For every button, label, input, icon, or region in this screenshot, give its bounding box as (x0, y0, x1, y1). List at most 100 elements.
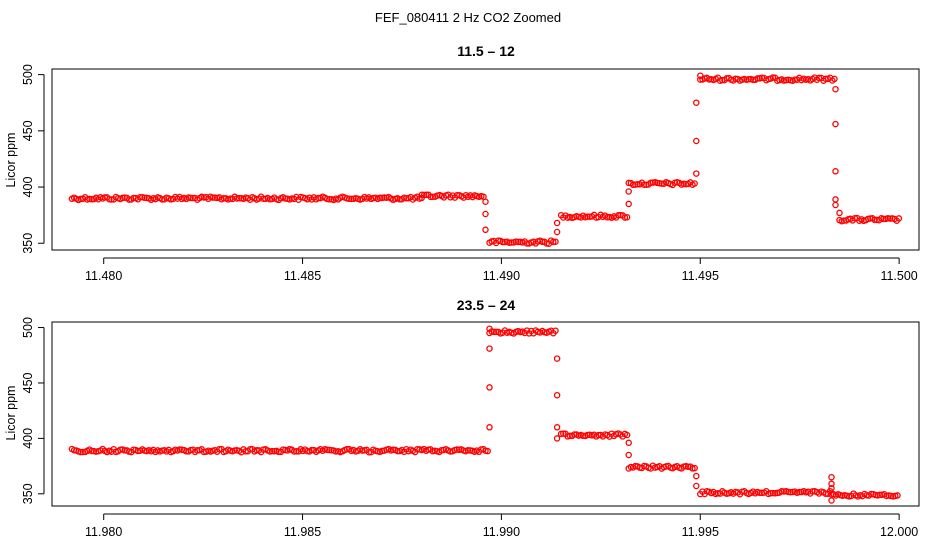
panel-top-points (68, 72, 903, 247)
data-point (552, 238, 559, 245)
data-point (832, 85, 839, 93)
data-point (345, 195, 353, 203)
panel-top-y-tick-label: 400 (21, 177, 35, 198)
data-point (693, 170, 700, 177)
data-point (543, 240, 550, 247)
data-point (780, 488, 788, 495)
panel-bottom-x-axis: 11.980 11.985 11.990 11.995 12.000 (85, 513, 918, 539)
panel-top-y-tick-label: 500 (21, 64, 35, 85)
panel-top-x-tick-label: 11.480 (85, 269, 122, 283)
data-point (894, 492, 901, 499)
data-point (693, 482, 700, 490)
data-point (553, 424, 561, 431)
data-point (136, 193, 144, 201)
data-point (414, 445, 421, 453)
data-point (871, 216, 878, 224)
data-point (693, 99, 700, 106)
data-point (427, 193, 434, 201)
data-point (625, 439, 632, 447)
data-point (381, 194, 388, 201)
data-point (828, 473, 835, 481)
data-point (482, 226, 489, 234)
data-point (832, 201, 839, 209)
panel-top-x-tick-label: 11.485 (284, 269, 321, 283)
panel-bottom-y-tick-label: 500 (21, 317, 35, 338)
data-point (508, 239, 515, 246)
data-point (831, 75, 838, 83)
panel-top-x-tick-label: 11.495 (682, 269, 719, 283)
panel-bottom-y-tick-label: 350 (21, 483, 35, 504)
data-point (260, 195, 267, 202)
panel-top: 11.5 – 12 Licor ppm 11.480 11.485 11.490 11… (4, 43, 920, 283)
data-point (376, 194, 384, 202)
data-point (615, 212, 622, 219)
data-point (553, 435, 561, 442)
data-point (828, 480, 835, 488)
data-point (552, 327, 559, 334)
data-point (77, 448, 84, 456)
data-point (560, 430, 567, 437)
data-point (787, 488, 794, 496)
panel-bottom: 23.5 – 24 Licor ppm 11.980 11.985 11.990 11… (4, 297, 920, 539)
data-point (625, 200, 632, 208)
data-point (832, 196, 839, 203)
panel-bottom-y-tick-label: 400 (21, 428, 35, 449)
data-point (482, 198, 489, 205)
data-point (691, 464, 698, 472)
data-point (486, 325, 493, 332)
data-point (268, 447, 276, 455)
data-point (623, 431, 631, 439)
data-point (209, 194, 216, 201)
panel-top-plot-frame (51, 68, 920, 251)
data-point (754, 75, 761, 82)
panel-bottom-x-tick-label: 11.995 (682, 525, 719, 539)
data-point (705, 76, 713, 83)
data-point (697, 72, 704, 79)
data-point (553, 391, 561, 399)
data-point (769, 489, 777, 497)
data-point (880, 215, 887, 223)
panel-top-y-tick-label: 350 (21, 233, 35, 254)
panel-top-title: 11.5 – 12 (457, 43, 515, 59)
data-point (482, 210, 489, 218)
panel-bottom-x-tick-label: 11.990 (483, 525, 520, 539)
data-point (756, 489, 763, 497)
data-point (647, 179, 654, 187)
panel-top-x-tick-label: 11.500 (880, 269, 917, 283)
panel-top-x-tick-label: 11.490 (483, 269, 520, 283)
data-point (486, 384, 493, 391)
data-point (550, 238, 557, 246)
data-point (693, 137, 700, 145)
data-point (640, 181, 648, 188)
data-point (464, 447, 472, 454)
data-point (486, 345, 493, 352)
data-point (326, 446, 333, 454)
data-point (867, 490, 875, 498)
data-point (625, 451, 632, 459)
data-point (584, 213, 591, 220)
panel-bottom-y-axis-label: Licor ppm (4, 386, 18, 441)
panel-bottom-x-tick-label: 12.000 (880, 525, 918, 539)
data-point (553, 355, 561, 362)
data-point (836, 209, 843, 217)
data-point (323, 446, 331, 454)
data-point (141, 194, 148, 201)
data-point (514, 238, 522, 246)
panel-top-y-axis: 350 400 450 500 (21, 64, 45, 254)
data-point (629, 181, 637, 189)
panel-top-y-axis-label: Licor ppm (4, 133, 18, 188)
data-point (832, 120, 839, 128)
data-point (809, 488, 816, 495)
data-point (187, 194, 194, 202)
data-point (625, 188, 632, 195)
data-point (832, 168, 839, 175)
data-point (691, 180, 698, 187)
data-point (553, 219, 561, 227)
panel-bottom-title: 23.5 – 24 (457, 297, 516, 313)
data-point (623, 213, 631, 221)
panel-bottom-points (68, 325, 901, 504)
data-point (886, 215, 894, 222)
figure-title: FEF_080411 2 Hz CO2 Zoomed (375, 10, 561, 25)
panel-bottom-y-axis: 350 400 450 500 (21, 317, 45, 504)
data-point (579, 432, 587, 440)
